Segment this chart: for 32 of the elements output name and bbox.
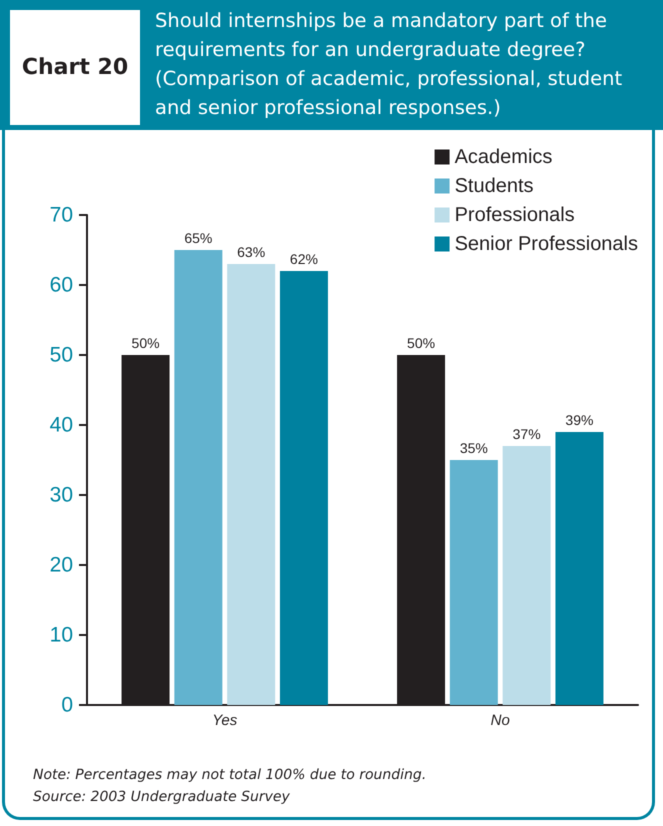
bar	[502, 446, 551, 705]
text: Note: Percentages may not total 100% due to rounding.	[33, 767, 426, 783]
x-tick-label: Yes	[212, 712, 238, 729]
y-tick-label: 50	[50, 344, 73, 366]
y-tick-label: 10	[50, 624, 73, 646]
x-tick-label: No	[490, 712, 510, 729]
y-tick-label: 60	[50, 274, 73, 296]
bar	[280, 271, 328, 705]
source-note: Source: 2003 Undergraduate Survey	[33, 789, 290, 805]
data-label: 50%	[132, 335, 160, 351]
bar	[174, 250, 222, 705]
legend-label: Professionals	[454, 204, 575, 226]
bar	[450, 460, 498, 705]
bar	[227, 264, 276, 705]
data-label: 37%	[512, 426, 541, 442]
data-label: 65%	[184, 230, 212, 246]
y-tick-label: 70	[50, 204, 73, 226]
data-label: 62%	[290, 251, 318, 267]
legend-label: Senior Professionals	[454, 233, 638, 255]
y-tick-label: 40	[50, 414, 73, 436]
legend-label: Academics	[454, 146, 552, 168]
y-tick-label: 30	[50, 484, 73, 506]
bar	[555, 432, 604, 705]
caption: Chart 20	[10, 10, 140, 125]
data-label: 50%	[407, 335, 436, 351]
y-tick-label: 0	[61, 694, 73, 716]
data-label: 35%	[460, 440, 488, 456]
data-label: 63%	[237, 244, 266, 260]
legend-label: Students	[454, 175, 534, 197]
y-tick-label: 20	[50, 554, 73, 576]
data-label: 39%	[565, 412, 594, 428]
chart-title: Should internships be a mandatory part of the requirements for an undergraduate degree? (Comparison of academic, professional, student and senior professional responses.)	[155, 8, 624, 121]
